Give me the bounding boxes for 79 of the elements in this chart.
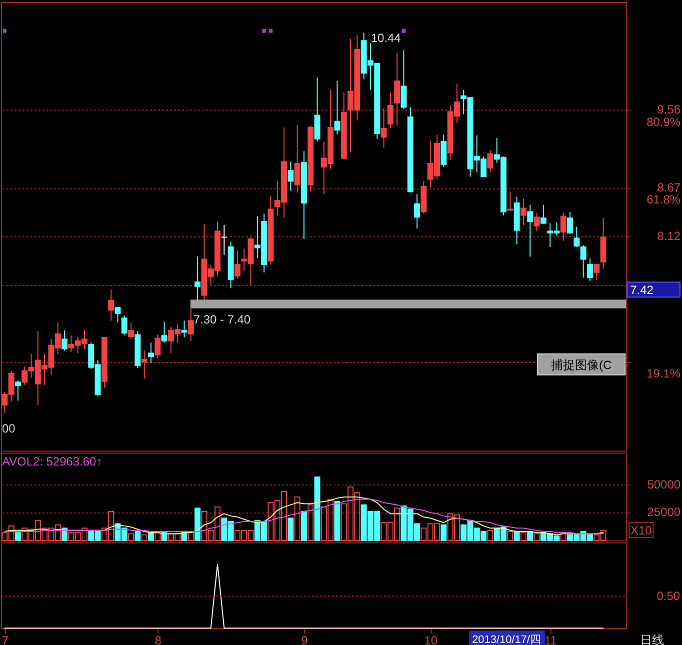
annotation: 10.44: [370, 30, 402, 45]
candlestick: [394, 52, 400, 126]
annotation: AVOL2: 52963.60↑: [2, 454, 102, 469]
bar: [288, 518, 294, 541]
band-label: 7.30 - 7.40: [193, 312, 251, 326]
candlestick: [414, 194, 420, 229]
candlestick: [221, 224, 228, 256]
candlestick: [161, 321, 168, 344]
candlestick: [194, 256, 201, 301]
candlestick: [334, 80, 340, 136]
y2-tick-label: 61.8%: [646, 192, 681, 207]
candlestick: [294, 124, 300, 193]
bar: [514, 530, 520, 541]
candlestick: [400, 50, 407, 110]
candlestick: [148, 342, 154, 364]
bar: [314, 476, 320, 541]
x-tick-label: 9: [301, 634, 308, 645]
bar: [134, 530, 141, 541]
bar: [148, 532, 154, 541]
candlestick: [560, 212, 566, 242]
bar: [440, 524, 447, 541]
candlestick: [540, 204, 546, 225]
bar: [14, 532, 21, 541]
candlestick: [527, 204, 534, 258]
candlestick: [314, 76, 320, 142]
candlestick: [574, 226, 580, 248]
candlestick: [507, 191, 514, 212]
annotation: 00: [2, 422, 16, 436]
x-tick-label: 7: [2, 634, 9, 645]
y-tick-label: 8.12: [657, 228, 681, 243]
x-tick-label: 8: [154, 634, 162, 645]
text: 2013/10/17/四: [472, 634, 541, 645]
bar: [62, 528, 68, 541]
candlestick: [594, 263, 600, 281]
bar: [294, 496, 300, 541]
candlestick: [188, 307, 194, 342]
candlestick: [586, 258, 593, 282]
annotation: 捕捉图像(C: [550, 358, 612, 372]
bar: [527, 530, 534, 541]
x-tick-label: 10: [424, 634, 438, 645]
candlestick: [154, 334, 161, 359]
text: 7.42: [630, 283, 654, 298]
x-tick-label: 11: [544, 634, 558, 645]
candlestick: [380, 108, 387, 148]
candlestick: [534, 212, 540, 232]
candlestick: [62, 330, 68, 352]
y-tick-label: 50000: [647, 477, 681, 492]
bar: [520, 532, 526, 541]
candlestick: [108, 289, 114, 322]
bar: [141, 534, 148, 541]
candlestick: [234, 250, 240, 280]
y2-tick-label: 80.9%: [646, 114, 681, 129]
y-tick-label: 25000: [647, 505, 681, 520]
candlestick: [288, 161, 294, 192]
candlestick: [520, 198, 526, 226]
candlestick: [440, 134, 447, 168]
y2-tick-label: 19.1%: [646, 366, 681, 381]
candlestick: [580, 244, 586, 278]
candlestick: [121, 314, 128, 336]
bar: [334, 500, 340, 541]
bar: [507, 530, 514, 541]
candlestick: [128, 322, 134, 340]
bar: [308, 504, 314, 541]
bar: [487, 530, 494, 541]
candlestick: [14, 380, 21, 402]
candlestick: [487, 150, 494, 173]
candlestick: [387, 92, 394, 129]
bar: [128, 533, 134, 541]
candlestick: [141, 350, 148, 380]
bar: [300, 510, 307, 541]
bar: [194, 508, 201, 541]
bar: [154, 532, 161, 541]
y-tick-label: 8.67: [657, 180, 681, 195]
ref-line-label: 0.50: [656, 589, 680, 604]
candlestick: [567, 211, 574, 234]
candlestick: [114, 307, 121, 323]
text: X10: [630, 523, 652, 538]
bar: [534, 533, 540, 541]
y-tick-label: 9.56: [657, 102, 681, 116]
